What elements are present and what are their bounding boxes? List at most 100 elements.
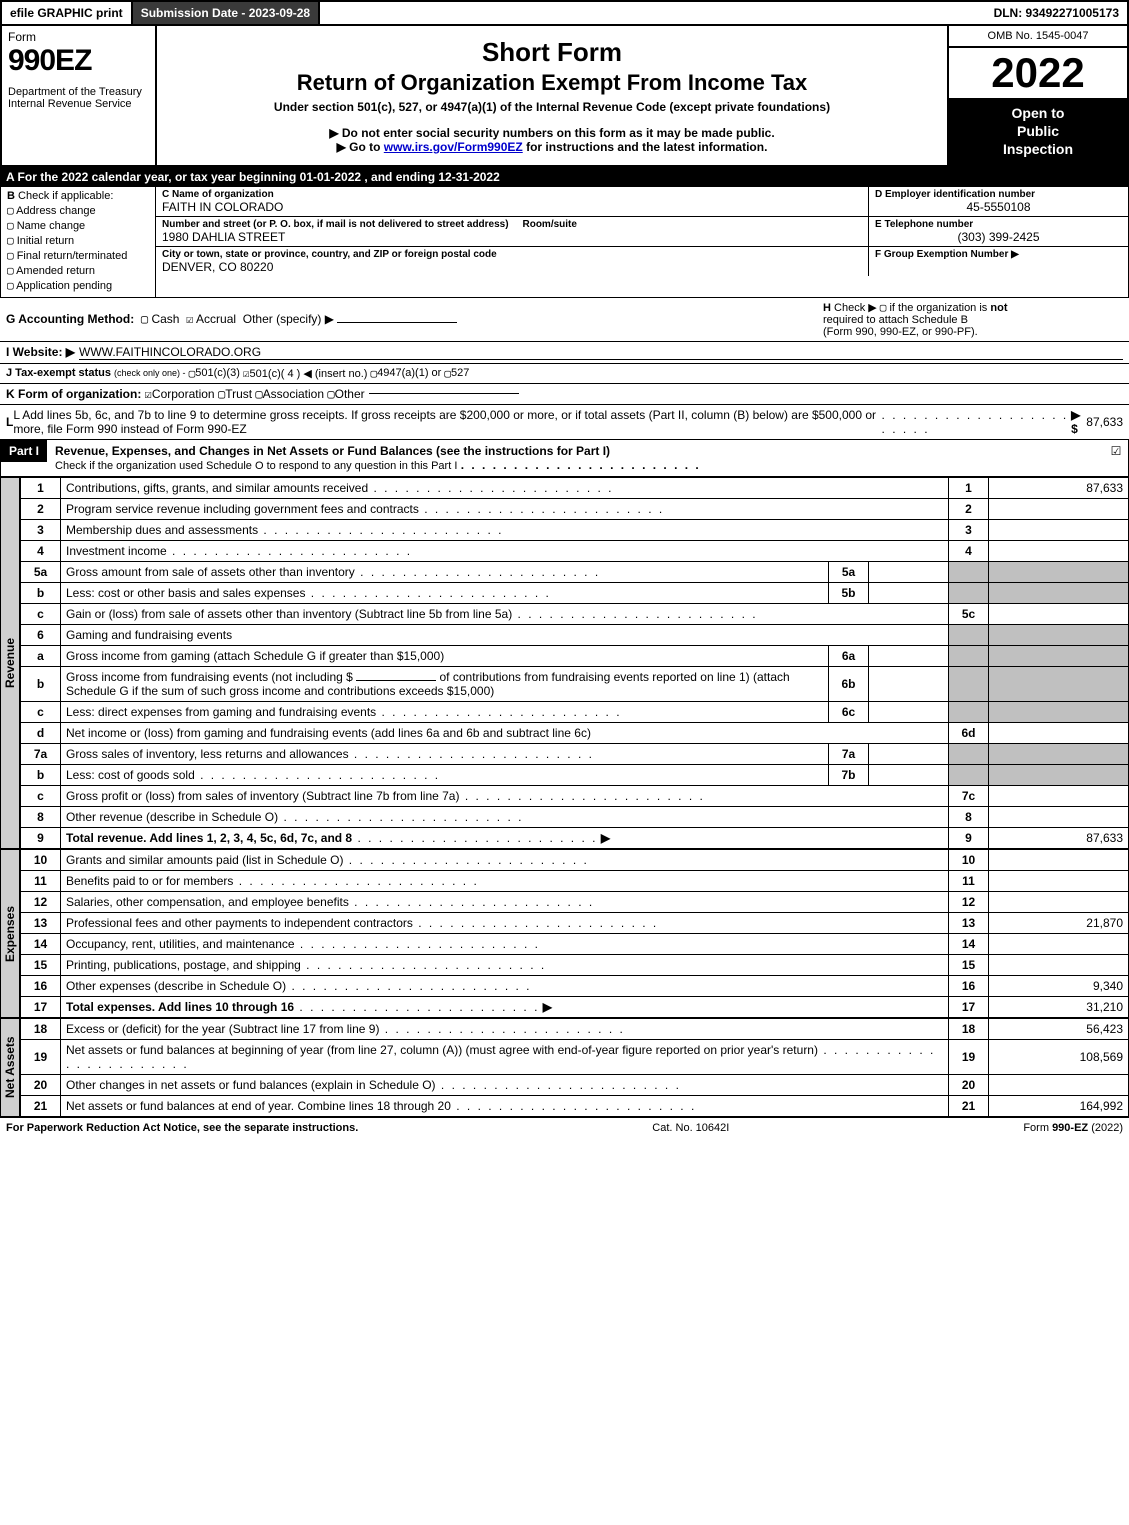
subtitle: Under section 501(c), 527, or 4947(a)(1)… [274,100,830,114]
revenue-section: Revenue 1Contributions, gifts, grants, a… [0,477,1129,849]
city-state-zip: DENVER, CO 80220 [162,260,862,274]
line-12: 12Salaries, other compensation, and empl… [21,891,1129,912]
f-label: F Group Exemption Number ▶ [875,249,1122,260]
form-ref: Form 990-EZ (2022) [1023,1122,1123,1134]
line-6: 6Gaming and fundraising events [21,624,1129,645]
header-left: Form 990EZ Department of the Treasury In… [2,26,157,165]
k-other-input[interactable] [369,393,519,394]
line-6b: bGross income from fundraising events (n… [21,666,1129,701]
6b-amount-input[interactable] [356,680,436,681]
expenses-sidebar: Expenses [0,849,20,1018]
header-center: Short Form Return of Organization Exempt… [157,26,947,165]
chk-pending[interactable]: ▢ Application pending [7,279,149,292]
chk-name-change[interactable]: ▢ Name change [7,219,149,232]
d-label: D Employer identification number [875,189,1122,200]
part-i-header: Part I Revenue, Expenses, and Changes in… [0,440,1129,477]
inspect-line1: Open to [953,104,1123,122]
g-other: Other (specify) ▶ [243,312,334,326]
chk-501c[interactable]: ☑ [243,367,250,380]
line-5c: cGain or (loss) from sale of assets othe… [21,603,1129,624]
chk-trust[interactable]: ▢ [218,387,225,401]
part-i-desc: Revenue, Expenses, and Changes in Net As… [47,440,1104,476]
chk-address-change[interactable]: ▢ Address change [7,204,149,217]
inspect-line3: Inspection [953,140,1123,158]
c-name-label: C Name of organization [162,189,862,200]
line-16: 16Other expenses (describe in Schedule O… [21,975,1129,996]
line-17: 17Total expenses. Add lines 10 through 1… [21,996,1129,1017]
netassets-table: 18Excess or (deficit) for the year (Subt… [20,1018,1129,1117]
chk-assoc[interactable]: ▢ [255,387,262,401]
irs-link[interactable]: www.irs.gov/Form990EZ [384,140,523,154]
page-footer: For Paperwork Reduction Act Notice, see … [0,1117,1129,1138]
addr-label: Number and street (or P. O. box, if mail… [162,219,862,230]
ein: 45-5550108 [875,200,1122,214]
open-to-public: Open to Public Inspection [949,98,1127,165]
chk-accrual[interactable]: ☑ [186,312,193,326]
line-19: 19Net assets or fund balances at beginni… [21,1039,1129,1074]
form-header: Form 990EZ Department of the Treasury In… [0,26,1129,167]
instr2-post: for instructions and the latest informat… [523,140,768,154]
omb-number: OMB No. 1545-0047 [949,26,1127,48]
city-label: City or town, state or province, country… [162,249,862,260]
row-k: K Form of organization: ☑ Corporation ▢ … [0,384,1129,405]
submission-date-button[interactable]: Submission Date - 2023-09-28 [133,2,320,24]
expenses-section: Expenses 10Grants and similar amounts pa… [0,849,1129,1018]
line-11: 11Benefits paid to or for members11 [21,870,1129,891]
line-20: 20Other changes in net assets or fund ba… [21,1074,1129,1095]
chk-501c3[interactable]: ▢ [189,367,196,380]
inspect-line2: Public [953,122,1123,140]
line-13: 13Professional fees and other payments t… [21,912,1129,933]
e-label: E Telephone number [875,219,1122,230]
l-text: L Add lines 5b, 6c, and 7b to line 9 to … [13,408,881,436]
top-bar: efile GRAPHIC print Submission Date - 20… [0,0,1129,26]
phone: (303) 399-2425 [875,230,1122,244]
main-title: Return of Organization Exempt From Incom… [297,70,808,96]
chk-schedule-o[interactable]: ☑ [1104,440,1128,462]
section-g: G Accounting Method: ▢ Cash ☑ Accrual Ot… [6,312,457,326]
irs-label: Internal Revenue Service [8,98,149,110]
chk-k-other[interactable]: ▢ [327,387,334,401]
line-3: 3Membership dues and assessments3 [21,519,1129,540]
line-18: 18Excess or (deficit) for the year (Subt… [21,1018,1129,1039]
line-1: 1Contributions, gifts, grants, and simil… [21,477,1129,498]
line-7b: bLess: cost of goods sold7b [21,764,1129,785]
row-i: I Website: ▶ WWW.FAITHINCOLORADO.ORG [0,342,1129,364]
catalog-number: Cat. No. 10642I [652,1122,729,1134]
chk-initial-return[interactable]: ▢ Initial return [7,234,149,247]
chk-amended[interactable]: ▢ Amended return [7,264,149,277]
section-bcdef: B Check if applicable: ▢ Address change … [0,187,1129,298]
netassets-section: Net Assets 18Excess or (deficit) for the… [0,1018,1129,1117]
line-14: 14Occupancy, rent, utilities, and mainte… [21,933,1129,954]
line-7c: cGross profit or (loss) from sales of in… [21,785,1129,806]
line-8: 8Other revenue (describe in Schedule O)8 [21,806,1129,827]
chk-final-return[interactable]: ▢ Final return/terminated [7,249,149,262]
line-6c: cLess: direct expenses from gaming and f… [21,701,1129,722]
netassets-sidebar: Net Assets [0,1018,20,1117]
line-5b: bLess: cost or other basis and sales exp… [21,582,1129,603]
chk-cash[interactable]: ▢ [141,312,148,326]
g-label: G Accounting Method: [6,312,134,326]
line-10: 10Grants and similar amounts paid (list … [21,849,1129,870]
revenue-sidebar: Revenue [0,477,20,849]
part-i-label: Part I [1,440,47,462]
b-label: Check if applicable: [18,190,113,202]
efile-print[interactable]: efile GRAPHIC print [2,2,133,24]
other-specify-input[interactable] [337,322,457,323]
chk-corp[interactable]: ☑ [145,387,152,401]
line-21: 21Net assets or fund balances at end of … [21,1095,1129,1116]
paperwork-notice: For Paperwork Reduction Act Notice, see … [6,1122,358,1134]
org-name: FAITH IN COLORADO [162,200,862,214]
line-2: 2Program service revenue including gover… [21,498,1129,519]
dept-treasury: Department of the Treasury [8,86,149,98]
row-l: L L Add lines 5b, 6c, and 7b to line 9 t… [0,405,1129,440]
chk-schedule-b[interactable]: ▢ [880,301,887,314]
website-value: WWW.FAITHINCOLORADO.ORG [79,345,1123,360]
instr2-pre: ▶ Go to [337,140,384,154]
chk-527[interactable]: ▢ [444,367,451,380]
instr-2: ▶ Go to www.irs.gov/Form990EZ for instru… [337,140,768,154]
short-form-title: Short Form [482,37,622,68]
k-label: K Form of organization: [6,387,141,401]
form-word: Form [8,30,149,44]
line-9: 9Total revenue. Add lines 1, 2, 3, 4, 5c… [21,827,1129,848]
chk-4947[interactable]: ▢ [371,367,378,380]
